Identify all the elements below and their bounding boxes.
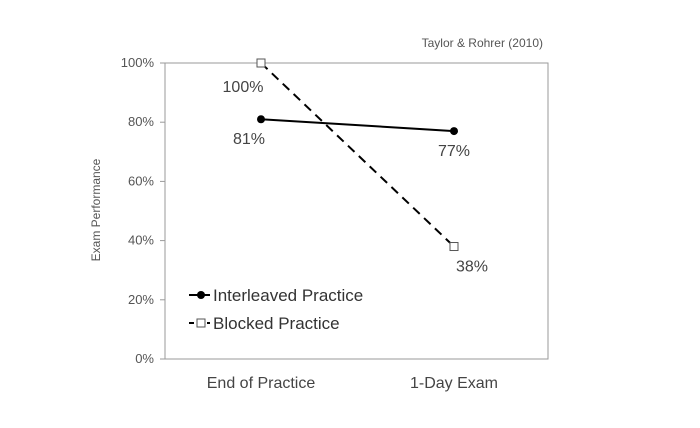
y-tick-label: 0%: [135, 351, 154, 366]
interleaved-practice-line: [260, 118, 455, 133]
legend-interleaved-practice-label: Interleaved Practice: [213, 286, 363, 305]
blocked-practice-data-label: 100%: [223, 79, 264, 96]
x-category-label: 1-Day Exam: [410, 375, 498, 392]
legend-interleaved-practice-marker: [197, 291, 205, 299]
y-tick-label: 80%: [128, 114, 154, 129]
plot-frame: [164, 62, 549, 360]
legend-blocked-practice-marker: [196, 318, 206, 328]
citation: Taylor & Rohrer (2010): [422, 36, 543, 50]
legend: Interleaved Practice Blocked Practice: [189, 286, 363, 333]
y-tick-label: 20%: [128, 292, 154, 307]
y-tick-label: 40%: [128, 233, 154, 248]
interleaved-practice-point: [450, 127, 458, 136]
y-axis-ticks: 0% 20% 40% 60% 80% 100%: [121, 55, 165, 366]
blocked-practice-point: [256, 58, 266, 68]
y-axis-title: Exam Performance: [89, 158, 103, 261]
y-tick-label: 100%: [121, 55, 155, 70]
series-layer: 81% 77% 100% 38%: [223, 58, 488, 276]
interleaved-practice-point: [257, 115, 265, 124]
blocked-practice-point: [449, 242, 459, 252]
x-axis-labels: End of Practice 1-Day Exam: [207, 375, 498, 392]
legend-blocked-practice-label: Blocked Practice: [213, 314, 340, 333]
interleaved-practice-data-label: 77%: [438, 143, 470, 160]
blocked-practice-line: [260, 62, 455, 248]
x-category-label: End of Practice: [207, 375, 316, 392]
y-tick-label: 60%: [128, 173, 154, 188]
blocked-practice-data-label: 38%: [456, 259, 488, 276]
interleaved-practice-data-label: 81%: [233, 131, 265, 148]
